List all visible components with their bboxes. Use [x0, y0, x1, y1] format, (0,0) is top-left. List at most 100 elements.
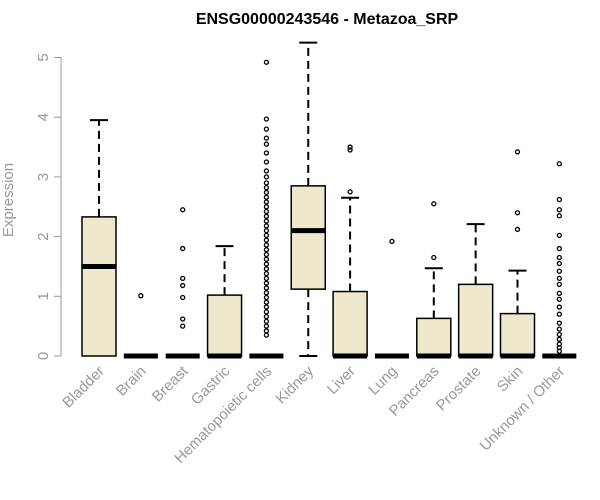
outlier-point	[263, 309, 270, 315]
category-label: Bladder	[59, 363, 108, 412]
box-kidney	[290, 41, 326, 357]
outlier-point	[263, 323, 270, 329]
outlier-point	[263, 194, 270, 200]
outlier-point	[556, 245, 562, 252]
box-prostate	[457, 223, 494, 359]
outlier-point	[389, 238, 395, 245]
outlier-point	[556, 254, 562, 261]
box-body	[290, 185, 326, 290]
category-label: Liver	[324, 363, 359, 398]
outlier-point	[556, 341, 562, 347]
outlier-point	[263, 232, 270, 239]
box-liver	[332, 144, 368, 359]
outlier-point	[180, 207, 186, 213]
outlier-point	[263, 204, 270, 210]
outlier-point	[556, 281, 562, 288]
outlier-point	[556, 161, 562, 167]
outlier-point	[556, 207, 562, 213]
outlier-point	[263, 242, 270, 248]
outlier-point	[180, 294, 186, 301]
outlier-point	[556, 311, 562, 317]
outlier-point	[556, 268, 562, 274]
outlier-point	[347, 189, 353, 195]
box-lung	[374, 238, 409, 359]
category-label: Kidney	[273, 362, 318, 407]
box-bladder	[81, 119, 117, 357]
outlier-point	[263, 313, 270, 320]
outlier-point	[556, 296, 562, 302]
outlier-point	[263, 135, 270, 141]
outlier-point	[556, 320, 562, 326]
outlier-point	[431, 201, 437, 207]
outlier-point	[263, 159, 270, 165]
box-unknown-other	[542, 161, 577, 359]
outlier-point	[556, 304, 562, 310]
box-skin	[499, 149, 536, 359]
outlier-point	[263, 218, 270, 224]
outlier-point	[180, 282, 186, 289]
box-hematopoietic-cells	[249, 59, 284, 359]
y-tick-label: 4	[35, 113, 52, 121]
outlier-point	[263, 256, 270, 262]
outlier-point	[514, 210, 521, 216]
outlier-point	[431, 254, 437, 261]
outlier-point	[263, 227, 270, 234]
outlier-point	[263, 116, 270, 122]
box-brain	[123, 293, 158, 359]
outlier-point	[263, 168, 270, 174]
outlier-point	[263, 285, 270, 291]
outlier-point	[180, 323, 186, 329]
box-breast	[165, 207, 200, 359]
outlier-point	[263, 208, 270, 215]
y-tick-label: 5	[35, 53, 52, 61]
outlier-point	[263, 328, 270, 334]
outlier-point	[263, 141, 270, 147]
outlier-point	[347, 147, 353, 153]
box-body	[206, 294, 243, 357]
outlier-point	[263, 213, 270, 219]
box-body	[81, 216, 117, 357]
outlier-point	[556, 326, 562, 332]
outlier-point	[263, 266, 270, 272]
outlier-point	[514, 149, 521, 155]
outlier-point	[556, 213, 562, 219]
box-pancreas	[416, 201, 452, 359]
outlier-point	[556, 275, 562, 282]
outlier-point	[263, 332, 270, 338]
outlier-point	[263, 174, 270, 180]
outlier-point	[263, 294, 270, 301]
box-gastric	[206, 245, 243, 359]
outlier-point	[263, 59, 270, 65]
outlier-point	[263, 199, 270, 205]
y-tick-label: 0	[35, 352, 52, 360]
outlier-point	[556, 290, 562, 296]
category-label: Breast	[149, 362, 192, 405]
outlier-point	[263, 237, 270, 243]
outlier-point	[263, 304, 270, 310]
category-label: Brain	[113, 363, 150, 400]
y-tick-label: 3	[35, 173, 52, 181]
outlier-point	[263, 290, 270, 296]
outlier-point	[556, 260, 562, 267]
outlier-point	[263, 261, 270, 267]
outlier-point	[180, 245, 186, 252]
outlier-point	[263, 189, 270, 196]
box-body	[457, 283, 494, 357]
outlier-point	[180, 275, 186, 282]
category-label: Lung	[365, 363, 401, 399]
outlier-point	[556, 331, 562, 338]
outlier-point	[263, 223, 270, 229]
y-axis: 0 1 2 3 4 5	[35, 53, 62, 360]
y-tick-label: 2	[35, 232, 52, 240]
box-body	[416, 317, 452, 357]
outlier-point	[263, 270, 270, 277]
outlier-point	[514, 226, 521, 233]
category-label: Prostate	[433, 363, 485, 415]
outlier-point	[556, 196, 562, 203]
outlier-point	[263, 275, 270, 282]
outlier-point	[263, 280, 270, 286]
outlier-point	[263, 180, 270, 186]
outlier-point	[347, 144, 353, 150]
